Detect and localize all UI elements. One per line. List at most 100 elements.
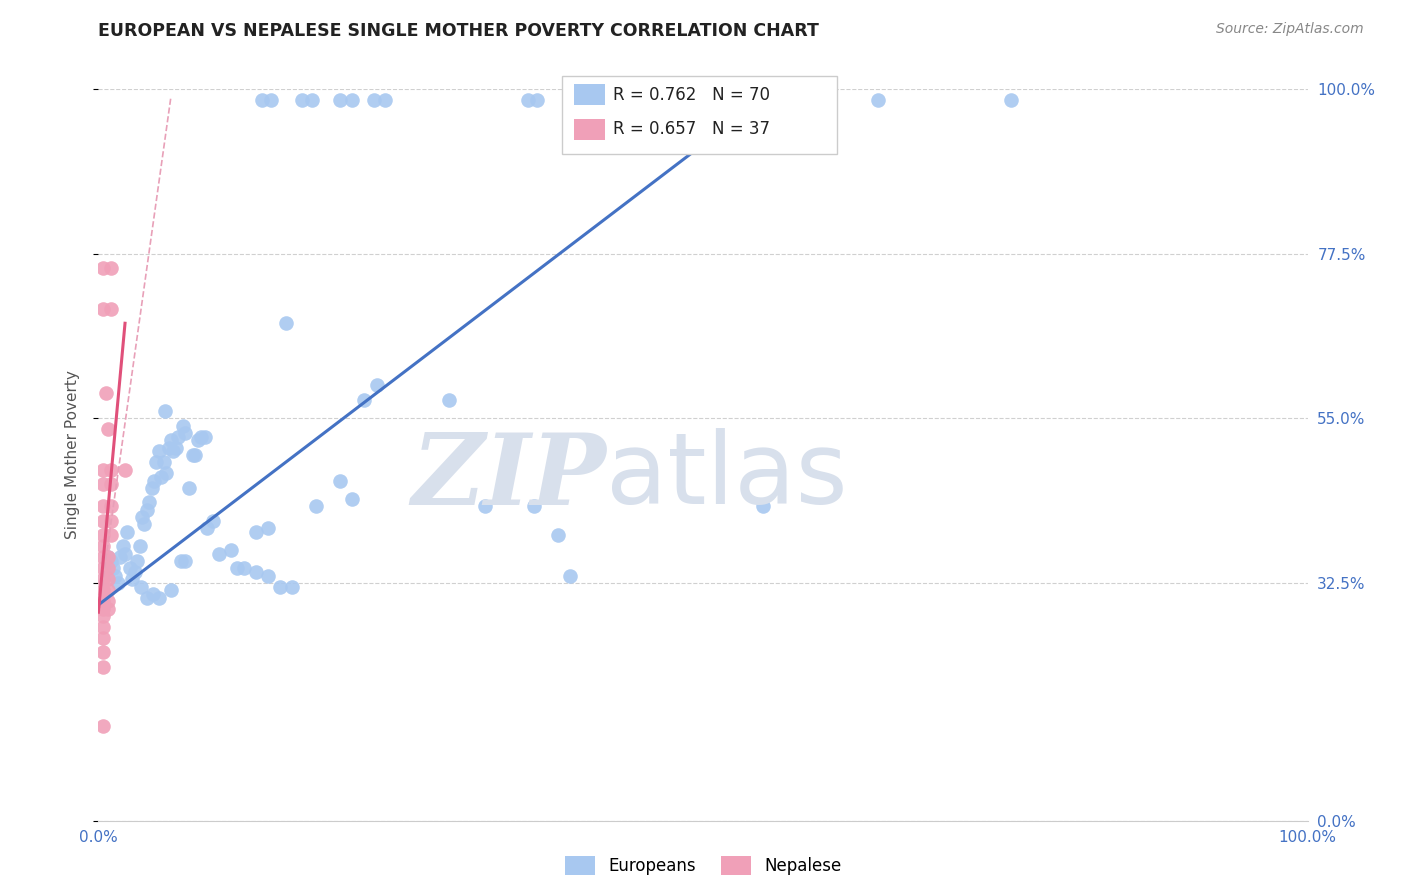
Point (97, 561, 120, 575)
Point (148, 444, 170, 458)
Point (148, 591, 170, 605)
Point (155, 466, 177, 480)
Point (108, 550, 131, 565)
Point (190, 430, 212, 444)
Point (118, 561, 141, 575)
Point (138, 495, 160, 509)
Point (157, 441, 180, 455)
Point (100, 528, 122, 542)
Point (526, 93, 548, 107)
Point (91, 608, 114, 623)
Y-axis label: Single Mother Poverty: Single Mother Poverty (65, 370, 80, 540)
Point (474, 499, 496, 513)
Point (91, 631, 114, 645)
Point (97, 550, 120, 565)
Point (353, 393, 375, 408)
Point (107, 576, 129, 591)
Point (202, 514, 225, 528)
Point (437, 393, 460, 408)
Point (91, 261, 114, 276)
Point (868, 93, 890, 107)
Point (290, 93, 312, 107)
Point (256, 568, 278, 582)
Point (91, 561, 114, 575)
Point (160, 434, 183, 448)
Text: R = 0.657   N = 37: R = 0.657 N = 37 (613, 120, 770, 138)
Point (129, 580, 152, 594)
Point (374, 93, 396, 107)
Point (184, 448, 207, 462)
Point (174, 425, 197, 440)
Point (342, 93, 364, 107)
Point (100, 301, 122, 316)
Point (100, 477, 122, 491)
Point (269, 580, 291, 594)
Point (94, 385, 117, 400)
Point (100, 261, 122, 276)
Point (117, 524, 139, 539)
Point (150, 470, 173, 484)
Point (97, 422, 120, 436)
Text: atlas: atlas (606, 428, 848, 525)
Point (91, 499, 114, 513)
Point (91, 462, 114, 476)
Point (162, 444, 184, 458)
Point (342, 491, 364, 506)
Point (91, 645, 114, 659)
Point (145, 455, 167, 469)
Point (135, 503, 157, 517)
Text: ZIP: ZIP (412, 429, 606, 525)
Point (329, 474, 352, 488)
Point (250, 93, 273, 107)
Point (91, 301, 114, 316)
Point (366, 378, 388, 392)
Point (91, 718, 114, 732)
Point (523, 499, 546, 513)
Point (260, 93, 283, 107)
Point (1000, 93, 1022, 107)
Point (516, 93, 538, 107)
Point (114, 462, 136, 476)
Point (305, 499, 328, 513)
Point (167, 430, 190, 444)
Point (100, 554, 122, 568)
Point (256, 521, 278, 535)
Point (187, 434, 209, 448)
Point (100, 499, 122, 513)
Point (181, 448, 204, 462)
Point (91, 583, 114, 598)
Point (547, 528, 569, 542)
Point (605, 93, 627, 107)
Point (91, 620, 114, 634)
Point (100, 462, 122, 476)
Point (91, 572, 114, 586)
Point (142, 587, 165, 601)
Text: Source: ZipAtlas.com: Source: ZipAtlas.com (1216, 22, 1364, 37)
Point (97, 583, 120, 598)
Point (91, 550, 114, 565)
Point (301, 93, 323, 107)
Point (174, 554, 197, 568)
Point (97, 594, 120, 608)
Point (558, 568, 581, 582)
Point (179, 481, 201, 495)
Point (141, 481, 163, 495)
Text: EUROPEAN VS NEPALESE SINGLE MOTHER POVERTY CORRELATION CHART: EUROPEAN VS NEPALESE SINGLE MOTHER POVER… (98, 22, 820, 40)
Point (121, 572, 143, 586)
Point (97, 550, 120, 565)
Point (752, 499, 775, 513)
Point (329, 93, 352, 107)
Point (91, 528, 114, 542)
Legend: Europeans, Nepalese: Europeans, Nepalese (558, 849, 848, 882)
Point (692, 93, 714, 107)
Point (135, 591, 157, 605)
Point (91, 660, 114, 674)
Point (195, 521, 218, 535)
Point (165, 441, 187, 455)
Text: R = 0.762   N = 70: R = 0.762 N = 70 (613, 86, 770, 103)
Point (91, 594, 114, 608)
Point (160, 583, 183, 598)
Point (91, 514, 114, 528)
Point (245, 524, 267, 539)
Point (91, 477, 114, 491)
